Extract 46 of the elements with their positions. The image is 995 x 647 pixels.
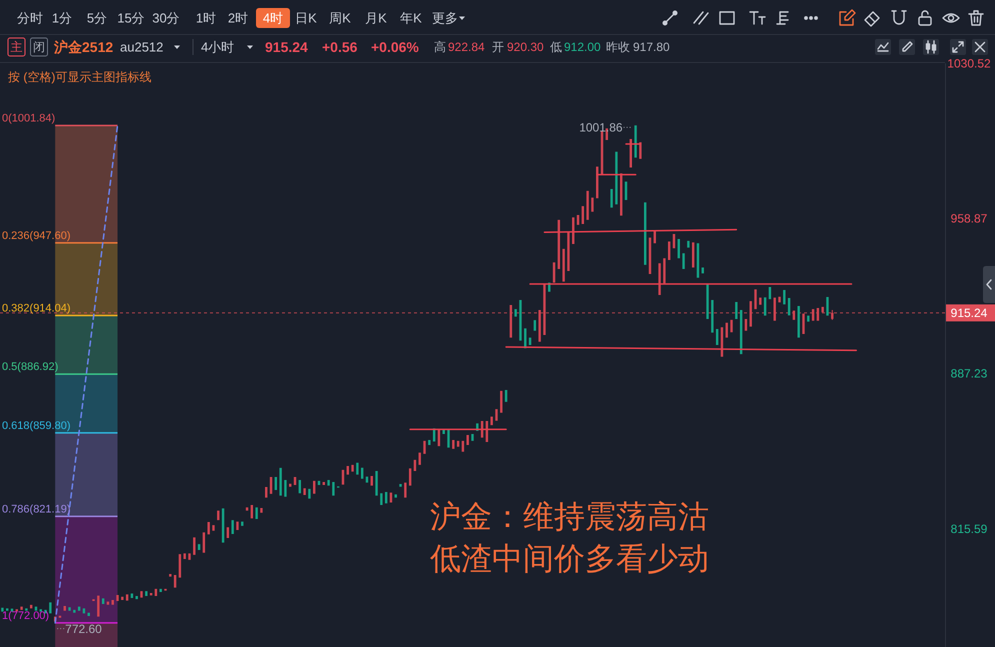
ref-line-label: 0.236(947.60) bbox=[2, 230, 70, 242]
text: 915.24 bbox=[265, 38, 308, 55]
y-tick-label: 887.23 bbox=[950, 366, 988, 381]
text: 沪金：维持震荡高沽 bbox=[430, 499, 709, 535]
text: 月K bbox=[365, 10, 388, 26]
text: 年K bbox=[400, 10, 422, 26]
text: 闭 bbox=[33, 40, 45, 54]
ref-line-label: 0.382(914.04) bbox=[2, 302, 70, 314]
ref-line-label: 0.5(886.92) bbox=[2, 361, 58, 374]
text: +0.56 bbox=[322, 38, 358, 55]
text: 昨收 bbox=[606, 40, 630, 54]
text: 低 bbox=[550, 40, 562, 54]
y-tick-label: 1030.52 bbox=[947, 56, 992, 71]
y-tick-label: 958.87 bbox=[950, 212, 988, 226]
ref-line-label: 0.618(859.80) bbox=[2, 420, 70, 432]
text: 更多 bbox=[432, 10, 458, 26]
text: 5分 bbox=[86, 10, 108, 26]
text: 高 bbox=[434, 40, 446, 54]
text: 周K bbox=[329, 10, 352, 26]
annotation: 按 (空格)可显示主图指标线 bbox=[8, 70, 152, 84]
text: 2时 bbox=[228, 10, 248, 26]
text: 日K bbox=[295, 10, 318, 26]
annotation: 772.60 bbox=[65, 622, 102, 636]
ref-line-label: 0.786(821.19) bbox=[2, 503, 70, 516]
text: 30分 bbox=[152, 10, 180, 26]
text: 4时 bbox=[262, 10, 284, 26]
text: 沪金2512 bbox=[53, 38, 114, 55]
ref-line-label: 915.24 bbox=[950, 306, 988, 320]
text: 主 bbox=[10, 40, 22, 54]
text: +0.06% bbox=[371, 38, 420, 55]
text: 920.30 bbox=[507, 40, 544, 54]
text: au2512 bbox=[120, 40, 164, 55]
ref-line-label: 0(1001.84) bbox=[2, 112, 56, 124]
text: 1时 bbox=[196, 10, 216, 26]
text: 低渣中间价多看少动 bbox=[430, 541, 709, 577]
text: 分时 bbox=[17, 10, 43, 26]
text: 1分 bbox=[52, 10, 72, 26]
text: 15分 bbox=[117, 10, 145, 26]
ref-line-label: 1(772.00) bbox=[2, 610, 50, 622]
text: 917.80 bbox=[633, 40, 670, 54]
y-tick-label: 815.59 bbox=[950, 522, 988, 536]
text: 922.84 bbox=[448, 40, 486, 54]
text: 4小时 bbox=[201, 40, 234, 55]
annotation: 1001.86 bbox=[579, 120, 623, 135]
text: 开 bbox=[492, 40, 504, 54]
text: 912.00 bbox=[564, 40, 602, 54]
